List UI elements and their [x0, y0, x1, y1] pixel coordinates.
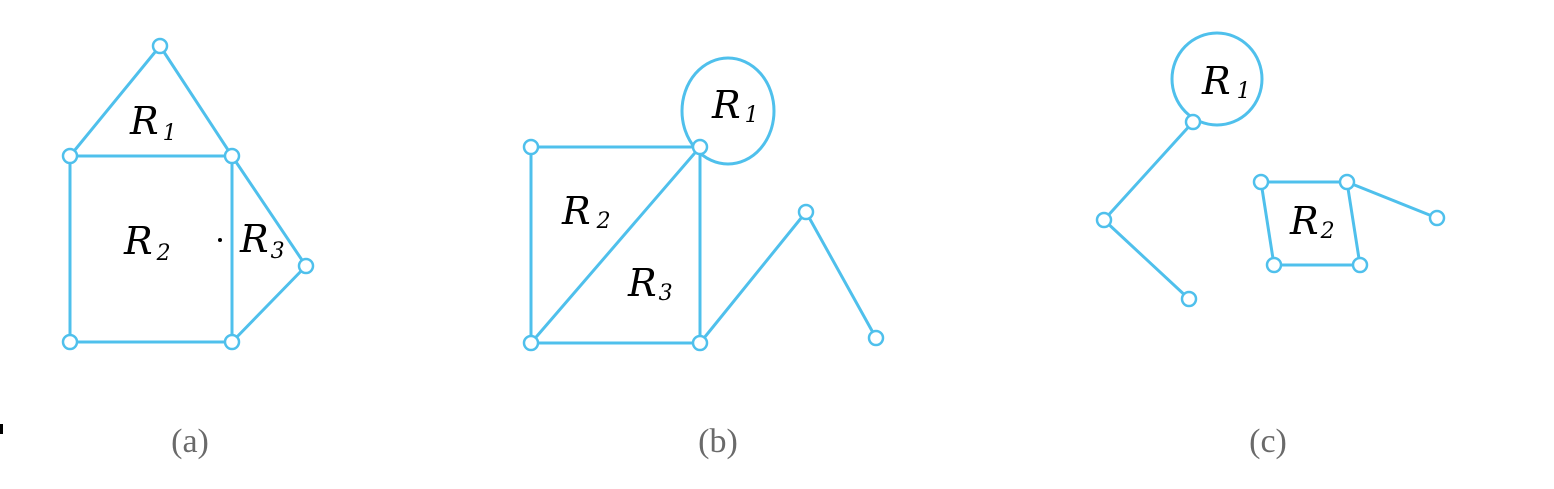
vertex	[297, 257, 315, 275]
vertex	[867, 329, 885, 347]
subfigure-c-vertices	[1095, 113, 1446, 308]
edge	[1102, 120, 1195, 222]
vertex	[522, 138, 540, 156]
vertex	[61, 333, 79, 351]
region-subscript: 1	[1237, 79, 1251, 104]
region-label-r3: R3	[627, 261, 673, 306]
region-subscript: 3	[271, 239, 285, 264]
vertex	[1252, 173, 1270, 191]
vertex	[1428, 209, 1446, 227]
vertex	[1184, 113, 1202, 131]
edge	[1345, 180, 1439, 220]
subfigure-b-vertices	[522, 138, 885, 352]
region-subscript: 1	[745, 103, 759, 128]
edge	[529, 145, 702, 345]
region-letter: R	[561, 189, 591, 233]
subfigure-a-vertices	[61, 37, 315, 351]
region-subscript: 1	[163, 121, 177, 146]
subfigure-c-edges	[1102, 31, 1439, 301]
margin-mark	[0, 424, 3, 434]
vertex	[151, 37, 169, 55]
edge	[158, 44, 234, 158]
vertex	[1351, 256, 1369, 274]
subfigure-a-edges	[68, 44, 308, 344]
vertex	[1265, 256, 1283, 274]
edge	[68, 44, 162, 158]
subfigure-b-edges	[529, 56, 878, 345]
vertex	[797, 203, 815, 221]
loop-edge	[1170, 31, 1264, 127]
edge	[230, 154, 308, 268]
caption-c: (c)	[1249, 423, 1287, 460]
vertex	[223, 333, 241, 351]
region-letter: R	[627, 261, 657, 305]
vertex	[522, 334, 540, 352]
vertex	[1180, 290, 1198, 308]
vertex	[1095, 211, 1113, 229]
loop-edge	[680, 56, 776, 166]
edge	[1102, 218, 1191, 301]
caption-a: (a)	[171, 423, 209, 460]
edge	[698, 210, 808, 345]
region-letter: R	[239, 217, 269, 261]
region-letter: R	[711, 83, 741, 127]
caption-b: (b)	[698, 423, 738, 460]
region-label-r3: R3	[239, 217, 285, 264]
edge	[230, 264, 308, 344]
vertex	[691, 334, 709, 352]
vertex	[691, 138, 709, 156]
region-letter: R	[129, 99, 159, 143]
vertex	[223, 147, 241, 165]
region-subscript: 3	[659, 281, 673, 306]
region-subscript: 2	[156, 241, 171, 266]
vertex	[1338, 173, 1356, 191]
edge	[1259, 180, 1276, 267]
region-subscript: 2	[596, 209, 611, 234]
stray-dot	[218, 238, 222, 242]
region-letter: R	[1289, 199, 1319, 243]
edge	[804, 210, 878, 340]
edge	[1345, 180, 1362, 267]
region-label-r2: R2	[1289, 199, 1335, 244]
region-letter: R	[123, 219, 153, 263]
region-letter: R	[1201, 59, 1231, 103]
vertex	[61, 147, 79, 165]
region-subscript: 2	[1320, 219, 1335, 244]
